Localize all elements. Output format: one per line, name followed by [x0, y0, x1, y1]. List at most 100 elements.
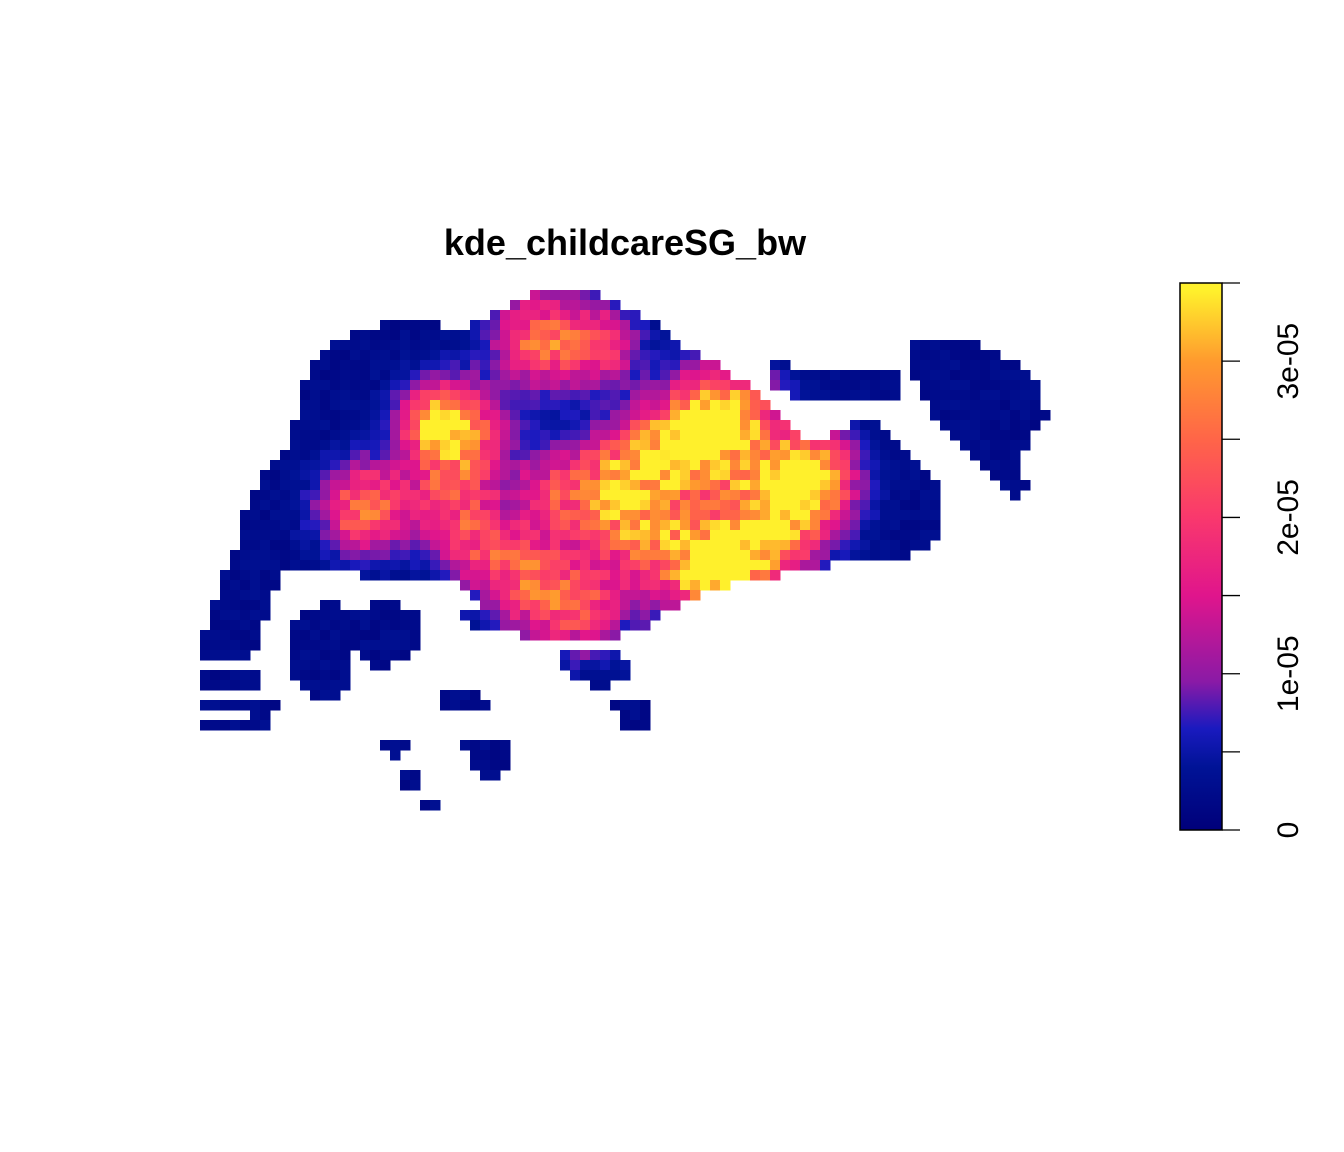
raster-cell — [870, 380, 881, 391]
raster-cell — [380, 550, 391, 561]
raster-cell — [340, 400, 351, 411]
raster-cell — [290, 520, 301, 531]
raster-cell — [200, 630, 211, 641]
raster-cell — [630, 470, 641, 481]
raster-cell — [940, 390, 951, 401]
raster-cell — [260, 550, 271, 561]
raster-cell — [470, 690, 481, 701]
raster-cell — [860, 490, 871, 501]
raster-cell — [360, 500, 371, 511]
raster-cell — [610, 380, 621, 391]
raster-cell — [950, 420, 961, 431]
raster-cell — [690, 390, 701, 401]
raster-cell — [540, 450, 551, 461]
raster-cell — [560, 290, 571, 301]
raster-cell — [580, 570, 591, 581]
raster-cell — [340, 490, 351, 501]
raster-cell — [310, 490, 321, 501]
raster-cell — [560, 390, 571, 401]
raster-cell — [240, 590, 251, 601]
raster-cell — [560, 600, 571, 611]
raster-cell — [310, 560, 321, 571]
raster-cell — [380, 480, 391, 491]
raster-cell — [310, 540, 321, 551]
raster-cell — [560, 650, 571, 661]
raster-cell — [450, 550, 461, 561]
raster-cell — [880, 440, 891, 451]
raster-cell — [450, 410, 461, 421]
raster-cell — [530, 440, 541, 451]
raster-cell — [560, 610, 571, 621]
raster-cell — [530, 320, 541, 331]
raster-cell — [800, 480, 811, 491]
raster-cell — [1000, 460, 1011, 471]
raster-cell — [310, 510, 321, 521]
raster-cell — [510, 530, 521, 541]
raster-cell — [630, 490, 641, 501]
raster-cell — [360, 520, 371, 531]
raster-cell — [390, 340, 401, 351]
raster-cell — [660, 500, 671, 511]
raster-cell — [550, 620, 561, 631]
raster-cell — [890, 530, 901, 541]
raster-cell — [330, 340, 341, 351]
raster-cell — [570, 600, 581, 611]
raster-cell — [320, 670, 331, 681]
raster-cell — [360, 460, 371, 471]
raster-cell — [750, 560, 761, 571]
raster-cell — [460, 370, 471, 381]
raster-cell — [370, 500, 381, 511]
raster-cell — [610, 620, 621, 631]
raster-cell — [620, 430, 631, 441]
raster-cell — [990, 410, 1001, 421]
raster-cell — [400, 350, 411, 361]
raster-cell — [900, 480, 911, 491]
raster-cell — [470, 470, 481, 481]
raster-cell — [860, 460, 871, 471]
raster-cell — [350, 370, 361, 381]
raster-cell — [340, 550, 351, 561]
raster-cell — [450, 460, 461, 471]
raster-cell — [440, 460, 451, 471]
raster-cell — [830, 450, 841, 461]
raster-cell — [590, 470, 601, 481]
raster-cell — [490, 370, 501, 381]
raster-cell — [530, 300, 541, 311]
raster-cell — [550, 310, 561, 321]
raster-cell — [610, 560, 621, 571]
raster-cell — [730, 520, 741, 531]
raster-cell — [550, 560, 561, 571]
raster-cell — [1020, 370, 1031, 381]
raster-cell — [800, 510, 811, 521]
raster-cell — [410, 400, 421, 411]
raster-cell — [500, 330, 511, 341]
raster-cell — [200, 670, 211, 681]
raster-cell — [640, 620, 651, 631]
raster-cell — [560, 320, 571, 331]
raster-cell — [980, 410, 991, 421]
raster-cell — [360, 490, 371, 501]
raster-cell — [670, 460, 681, 471]
raster-cell — [890, 510, 901, 521]
raster-cell — [670, 590, 681, 601]
raster-cell — [260, 700, 271, 711]
raster-cell — [430, 530, 441, 541]
raster-cell — [320, 540, 331, 551]
raster-cell — [630, 380, 641, 391]
raster-cell — [430, 800, 441, 811]
raster-cell — [240, 520, 251, 531]
raster-cell — [220, 630, 231, 641]
raster-cell — [950, 430, 961, 441]
raster-cell — [470, 330, 481, 341]
raster-cell — [280, 510, 291, 521]
raster-cell — [340, 510, 351, 521]
raster-cell — [740, 460, 751, 471]
raster-cell — [350, 440, 361, 451]
raster-cell — [320, 450, 331, 461]
raster-cell — [240, 650, 251, 661]
raster-cell — [780, 560, 791, 571]
raster-cell — [620, 700, 631, 711]
raster-cell — [460, 740, 471, 751]
raster-cell — [200, 680, 211, 691]
raster-cell — [790, 510, 801, 521]
